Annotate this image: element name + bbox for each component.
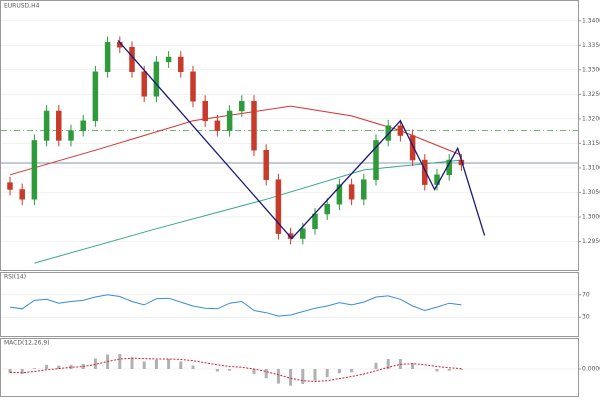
histogram-bar (130, 357, 134, 369)
candle-body (300, 228, 306, 239)
candle-body (373, 140, 379, 180)
histogram-bar (301, 369, 305, 384)
candle-body (324, 203, 330, 215)
histogram-bar (325, 369, 329, 378)
histogram-bar (118, 354, 122, 369)
candle-body (56, 110, 62, 141)
histogram-bar (32, 368, 36, 369)
y-tick-label: 1.3000 (582, 213, 600, 220)
candle-body (129, 46, 135, 73)
histogram-bar (337, 369, 341, 374)
y-tick-label: 1.3050 (582, 189, 600, 196)
candle-body (263, 149, 269, 180)
histogram-bar (313, 369, 317, 381)
histogram-bar (252, 369, 256, 374)
candle-body (104, 42, 111, 73)
y-tick-label: 1.3400 (582, 17, 600, 24)
histogram-bar (167, 359, 171, 369)
histogram-bar (179, 361, 183, 369)
moving-average (34, 159, 462, 264)
candle-body (178, 56, 184, 73)
histogram-bar (374, 362, 378, 369)
indicator-line (9, 294, 462, 317)
histogram-bar (386, 359, 390, 369)
histogram-bar (215, 369, 219, 372)
candle-body (7, 182, 13, 190)
candle-body (214, 120, 221, 131)
candle-body (275, 179, 282, 234)
candle-body (141, 71, 147, 97)
histogram-bar (350, 369, 354, 373)
histogram-bar (411, 363, 415, 369)
panel-title: RSI(14) (4, 274, 26, 281)
candle-body (190, 71, 196, 102)
y-tick-label: 0.0000 (582, 366, 600, 373)
y-tick-label: 1.3200 (582, 115, 600, 122)
candle-body (165, 56, 172, 63)
histogram-bar (276, 369, 280, 384)
pattern-line (117, 39, 486, 240)
panel-title: MACD(12,26,9) (4, 340, 50, 347)
main-panel (0, 0, 579, 271)
histogram-bar (435, 369, 439, 372)
y-tick-label: 70 (582, 291, 590, 298)
histogram-bar (289, 369, 293, 386)
y-tick-label: 1.3350 (582, 42, 600, 49)
candle-body (239, 100, 245, 112)
candle-body (226, 110, 233, 131)
candle-body (312, 213, 318, 229)
candle-body (31, 140, 38, 200)
histogram-bar (447, 369, 451, 371)
candle-body (153, 61, 160, 97)
candle-body (409, 135, 416, 161)
histogram-bar (93, 358, 97, 369)
histogram-bar (142, 361, 146, 369)
candle-body (68, 130, 74, 141)
histogram-bar (8, 369, 12, 374)
y-tick-label: 1.3300 (582, 66, 600, 73)
y-tick-label: 1.3100 (582, 164, 600, 171)
candle-body (361, 179, 367, 200)
candle-body (43, 110, 50, 141)
chart-title: EURUSD,H4 (4, 3, 40, 10)
histogram-bar (20, 369, 24, 374)
candle-body (422, 159, 428, 185)
histogram-bar (154, 359, 158, 369)
candle-body (92, 71, 99, 122)
candle-body (336, 184, 343, 205)
y-tick-label: 30 (582, 314, 590, 321)
candle-body (19, 189, 25, 200)
histogram-bar (228, 369, 232, 371)
histogram-bar (45, 364, 49, 369)
y-tick-label: 1.3150 (582, 140, 600, 147)
histogram-bar (459, 369, 463, 370)
y-tick-label: 1.3250 (582, 91, 600, 98)
candle-body (287, 233, 294, 239)
macd-panel (0, 338, 579, 397)
histogram-bar (264, 369, 268, 379)
candle-body (80, 120, 86, 131)
candle-body (348, 184, 355, 200)
histogram-bar (191, 365, 195, 369)
y-tick-label: 1.2950 (582, 238, 600, 245)
candle-body (397, 125, 404, 136)
candle-body (202, 100, 208, 122)
rsi-panel (0, 272, 579, 337)
histogram-bar (57, 365, 61, 369)
candle-body (251, 100, 257, 151)
